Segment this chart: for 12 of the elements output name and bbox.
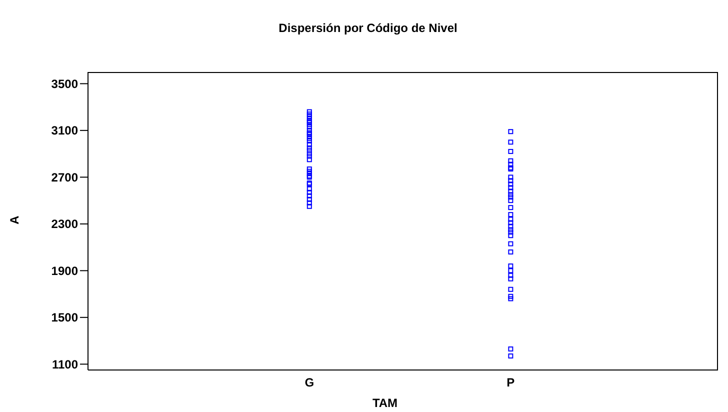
chart-title: Dispersión por Código de Nivel xyxy=(278,21,458,35)
y-tick-label: 3500 xyxy=(51,76,78,91)
y-tick-label: 1900 xyxy=(51,264,78,278)
y-axis-title: A xyxy=(7,216,22,224)
y-tick-label: 2300 xyxy=(51,217,78,232)
x-tick-label: P xyxy=(506,376,515,390)
y-tick-label: 1100 xyxy=(52,357,78,372)
y-tick-label: 3100 xyxy=(51,124,78,138)
y-tick-label: 1500 xyxy=(51,310,78,325)
x-tick-label: G xyxy=(304,376,314,390)
x-axis-title: TAM xyxy=(372,396,398,410)
y-tick-label: 2700 xyxy=(51,170,78,184)
